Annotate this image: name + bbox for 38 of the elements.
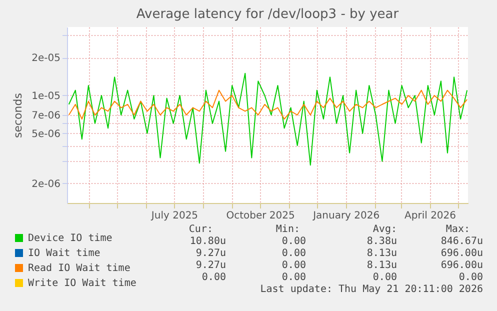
- legend-label: IO Wait time: [28, 248, 100, 259]
- text: 9.27u: [196, 260, 226, 271]
- text: 846.67u: [440, 236, 483, 247]
- text: 10.80u: [190, 236, 226, 247]
- y-tick-label: 2e-06: [32, 179, 60, 190]
- text: 0.00: [282, 260, 306, 271]
- y-tick-label: 7e-06: [32, 110, 60, 122]
- text: 0.00: [458, 272, 483, 283]
- legend-label: Device IO time: [28, 233, 112, 244]
- y-tick-label: 5e-06: [32, 128, 60, 140]
- text: 0.00: [282, 236, 306, 247]
- text: 8.13u: [366, 260, 397, 271]
- text: 8.13u: [366, 248, 397, 259]
- x-tick-label: January 2026: [312, 210, 380, 222]
- y-axis-title: seconds: [12, 92, 25, 138]
- legend-label: Write IO Wait time: [28, 278, 136, 289]
- text: 696.00u: [440, 260, 483, 271]
- text: 0.00: [202, 272, 226, 283]
- legend-label: Read IO Wait time: [28, 263, 130, 274]
- text: Min:: [276, 224, 300, 235]
- chart-title: Average latency for /dev/loop3 - by year: [136, 7, 400, 22]
- x-tick-label: July 2025: [150, 210, 198, 222]
- text: 8.38u: [366, 236, 397, 247]
- y-tick-label: 1e-05: [32, 91, 60, 102]
- text: 0.00: [282, 248, 306, 259]
- y-tick-label: 2e-05: [32, 53, 60, 64]
- x-tick-label: April 2026: [404, 210, 456, 222]
- line-series: [68, 90, 468, 120]
- text: Last update: Thu May 21 20:11:00 2026: [260, 284, 483, 295]
- text: 9.27u: [196, 248, 226, 259]
- text: 696.00u: [440, 248, 483, 259]
- x-tick-label: October 2025: [226, 210, 295, 222]
- text: Cur:: [188, 224, 213, 235]
- text: Max:: [446, 224, 470, 235]
- text: Avg:: [372, 224, 397, 235]
- text: 0.00: [282, 272, 306, 283]
- text: 0.00: [372, 272, 397, 283]
- line-series: [68, 72, 468, 166]
